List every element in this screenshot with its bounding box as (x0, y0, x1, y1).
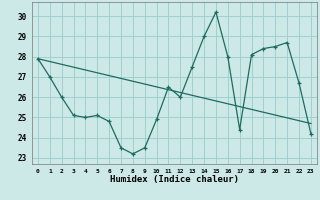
X-axis label: Humidex (Indice chaleur): Humidex (Indice chaleur) (110, 175, 239, 184)
